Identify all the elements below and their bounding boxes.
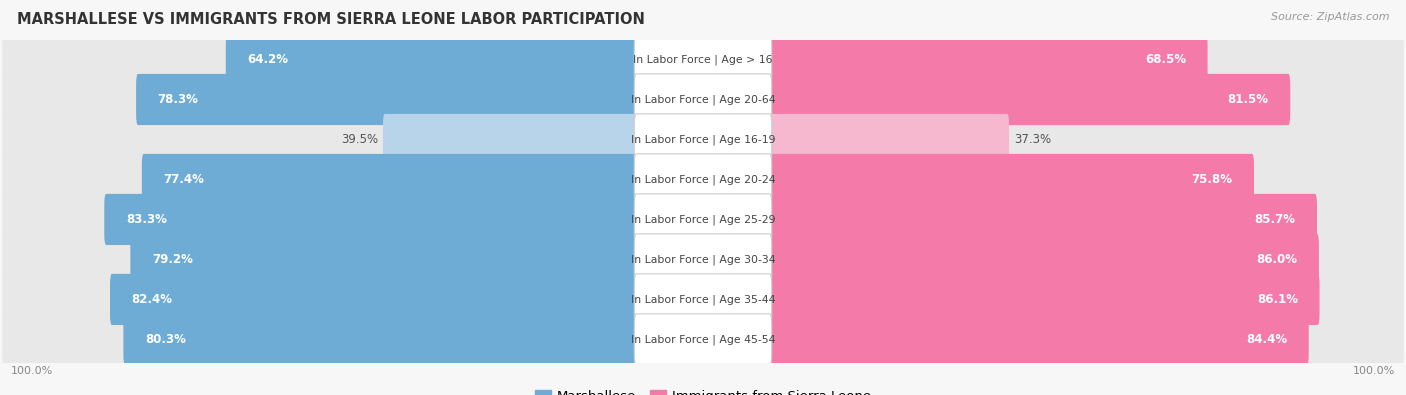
Text: 64.2%: 64.2%: [247, 53, 288, 66]
FancyBboxPatch shape: [382, 114, 638, 165]
Text: 37.3%: 37.3%: [1014, 133, 1052, 146]
FancyBboxPatch shape: [634, 74, 772, 125]
Text: 78.3%: 78.3%: [157, 93, 198, 106]
Text: Source: ZipAtlas.com: Source: ZipAtlas.com: [1271, 12, 1389, 22]
FancyBboxPatch shape: [634, 234, 772, 285]
Text: In Labor Force | Age 20-64: In Labor Force | Age 20-64: [631, 94, 775, 105]
Text: 86.1%: 86.1%: [1257, 293, 1298, 306]
FancyBboxPatch shape: [104, 194, 638, 245]
Legend: Marshallese, Immigrants from Sierra Leone: Marshallese, Immigrants from Sierra Leon…: [530, 385, 876, 395]
Text: 100.0%: 100.0%: [11, 366, 53, 376]
FancyBboxPatch shape: [3, 316, 1403, 363]
FancyBboxPatch shape: [768, 274, 1320, 325]
Text: 84.4%: 84.4%: [1246, 333, 1286, 346]
Text: 77.4%: 77.4%: [163, 173, 204, 186]
Text: 68.5%: 68.5%: [1144, 53, 1185, 66]
FancyBboxPatch shape: [634, 314, 772, 365]
FancyBboxPatch shape: [226, 34, 638, 85]
FancyBboxPatch shape: [136, 74, 638, 125]
FancyBboxPatch shape: [142, 154, 638, 205]
FancyBboxPatch shape: [634, 194, 772, 245]
FancyBboxPatch shape: [3, 156, 1403, 203]
Text: 39.5%: 39.5%: [340, 133, 378, 146]
Text: 80.3%: 80.3%: [145, 333, 186, 346]
FancyBboxPatch shape: [124, 314, 638, 365]
Text: 85.7%: 85.7%: [1254, 213, 1295, 226]
FancyBboxPatch shape: [768, 314, 1309, 365]
Text: 83.3%: 83.3%: [127, 213, 167, 226]
Text: 81.5%: 81.5%: [1227, 93, 1268, 106]
FancyBboxPatch shape: [634, 114, 772, 165]
Text: In Labor Force | Age 16-19: In Labor Force | Age 16-19: [631, 134, 775, 145]
FancyBboxPatch shape: [768, 74, 1291, 125]
FancyBboxPatch shape: [3, 196, 1403, 243]
Text: In Labor Force | Age 35-44: In Labor Force | Age 35-44: [631, 294, 775, 305]
Text: In Labor Force | Age 25-29: In Labor Force | Age 25-29: [631, 214, 775, 225]
Text: 75.8%: 75.8%: [1191, 173, 1232, 186]
FancyBboxPatch shape: [768, 114, 1010, 165]
Text: In Labor Force | Age 30-34: In Labor Force | Age 30-34: [631, 254, 775, 265]
Text: MARSHALLESE VS IMMIGRANTS FROM SIERRA LEONE LABOR PARTICIPATION: MARSHALLESE VS IMMIGRANTS FROM SIERRA LE…: [17, 12, 645, 27]
Text: 82.4%: 82.4%: [132, 293, 173, 306]
Text: In Labor Force | Age > 16: In Labor Force | Age > 16: [633, 54, 773, 65]
FancyBboxPatch shape: [3, 235, 1403, 284]
FancyBboxPatch shape: [110, 274, 638, 325]
Text: In Labor Force | Age 45-54: In Labor Force | Age 45-54: [631, 334, 775, 345]
Text: 79.2%: 79.2%: [152, 253, 193, 266]
Text: 100.0%: 100.0%: [1353, 366, 1395, 376]
FancyBboxPatch shape: [3, 275, 1403, 324]
FancyBboxPatch shape: [131, 234, 638, 285]
FancyBboxPatch shape: [3, 36, 1403, 83]
FancyBboxPatch shape: [634, 34, 772, 85]
FancyBboxPatch shape: [3, 75, 1403, 124]
FancyBboxPatch shape: [768, 154, 1254, 205]
FancyBboxPatch shape: [634, 274, 772, 325]
Text: 86.0%: 86.0%: [1256, 253, 1298, 266]
Text: In Labor Force | Age 20-24: In Labor Force | Age 20-24: [631, 174, 775, 185]
FancyBboxPatch shape: [3, 115, 1403, 164]
FancyBboxPatch shape: [768, 34, 1208, 85]
FancyBboxPatch shape: [634, 154, 772, 205]
FancyBboxPatch shape: [768, 234, 1319, 285]
FancyBboxPatch shape: [768, 194, 1317, 245]
